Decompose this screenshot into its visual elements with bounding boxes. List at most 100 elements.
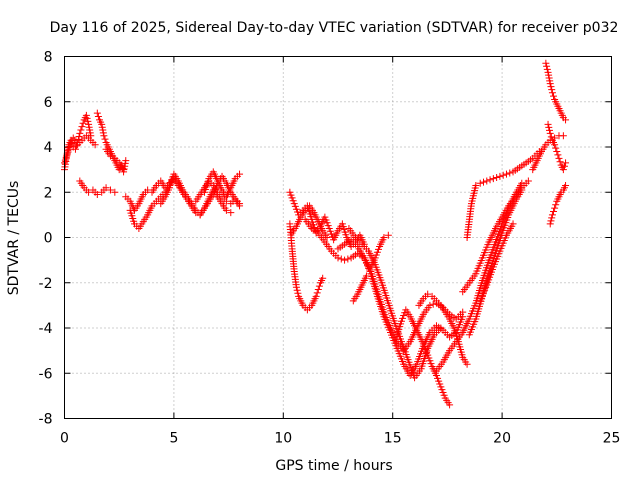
data-point xyxy=(544,120,552,128)
series-arc25 xyxy=(529,132,567,174)
data-point xyxy=(550,92,558,100)
data-point xyxy=(524,177,532,185)
data-point xyxy=(111,188,119,196)
data-point xyxy=(548,86,556,94)
x-tick-label: 10 xyxy=(274,431,292,447)
series-arc3 xyxy=(76,177,119,199)
data-point xyxy=(560,162,568,170)
data-point xyxy=(543,62,551,70)
data-point xyxy=(93,109,101,117)
series-arc16 xyxy=(349,272,370,305)
data-point xyxy=(562,181,570,189)
y-tick-label: 8 xyxy=(44,50,53,66)
data-point xyxy=(550,207,558,215)
series-arc24 xyxy=(476,220,517,305)
series-arc27 xyxy=(544,120,570,174)
data-point xyxy=(554,151,562,159)
data-point xyxy=(547,133,555,141)
x-tick-label: 15 xyxy=(384,431,402,447)
data-point xyxy=(499,171,507,179)
data-point xyxy=(84,117,92,125)
data-point xyxy=(426,301,434,309)
data-point xyxy=(236,202,244,210)
data-point xyxy=(102,184,110,192)
data-point xyxy=(313,289,321,297)
data-point xyxy=(341,256,349,264)
data-point xyxy=(82,111,90,119)
data-point xyxy=(312,292,320,300)
data-point xyxy=(122,157,130,165)
y-tick-label: -6 xyxy=(39,366,53,382)
data-point xyxy=(362,272,370,280)
data-point xyxy=(463,360,471,368)
data-point xyxy=(562,159,570,167)
data-point xyxy=(548,89,556,97)
data-point xyxy=(542,59,550,67)
data-point xyxy=(192,209,200,217)
data-point xyxy=(548,211,556,219)
series-arc2 xyxy=(61,132,99,167)
data-point xyxy=(483,177,491,185)
data-point xyxy=(472,181,480,189)
y-tick-label: 0 xyxy=(44,231,53,247)
series-arc14 xyxy=(334,236,467,380)
series-arc5 xyxy=(102,145,128,174)
data-point xyxy=(315,282,323,290)
data-point xyxy=(552,201,560,209)
data-point xyxy=(548,214,556,222)
data-point xyxy=(556,158,564,166)
data-point xyxy=(314,286,322,294)
data-point xyxy=(459,313,467,321)
data-point xyxy=(78,123,86,131)
data-point xyxy=(293,286,301,294)
series-arc26 xyxy=(542,59,570,124)
data-point xyxy=(100,132,108,140)
data-point xyxy=(545,123,553,131)
data-point xyxy=(480,178,488,186)
data-point xyxy=(489,175,497,183)
data-point xyxy=(446,401,454,409)
data-point xyxy=(76,129,84,137)
y-tick-label: -8 xyxy=(39,412,53,428)
x-axis-label: GPS time / hours xyxy=(275,458,392,474)
x-tick-label: 0 xyxy=(60,431,69,447)
data-point xyxy=(562,116,570,124)
data-point xyxy=(546,126,554,134)
data-point xyxy=(424,290,432,298)
data-point xyxy=(222,206,230,214)
data-point xyxy=(380,234,388,241)
data-points xyxy=(61,59,570,409)
data-point xyxy=(486,176,494,184)
data-point xyxy=(79,119,87,127)
data-point xyxy=(319,274,327,282)
data-point xyxy=(344,255,352,263)
data-point xyxy=(101,135,109,143)
data-point xyxy=(144,186,152,194)
data-point xyxy=(546,80,554,88)
data-point xyxy=(337,255,345,263)
data-point xyxy=(334,254,342,262)
data-point xyxy=(496,172,504,180)
data-point xyxy=(106,186,114,194)
data-point xyxy=(559,132,567,140)
y-tick-label: -2 xyxy=(39,276,53,292)
x-tick-label: 20 xyxy=(493,431,511,447)
data-point xyxy=(493,174,501,182)
series-arc11 xyxy=(286,220,327,314)
data-point xyxy=(93,191,101,199)
y-axis-label: SDTVAR / TECUs xyxy=(6,181,22,296)
x-tick-label: 5 xyxy=(169,431,178,447)
data-point xyxy=(502,170,510,178)
y-tick-label: 2 xyxy=(44,185,53,201)
data-point xyxy=(106,152,114,160)
data-point xyxy=(292,283,300,291)
data-point xyxy=(547,83,555,91)
series-arc8 xyxy=(157,172,235,219)
data-point xyxy=(227,209,235,217)
data-point xyxy=(553,148,561,156)
data-point xyxy=(75,132,83,140)
x-tick-label: 25 xyxy=(603,431,621,447)
series-arc9 xyxy=(201,168,244,201)
series-arc15 xyxy=(345,224,445,382)
data-point xyxy=(94,112,102,120)
